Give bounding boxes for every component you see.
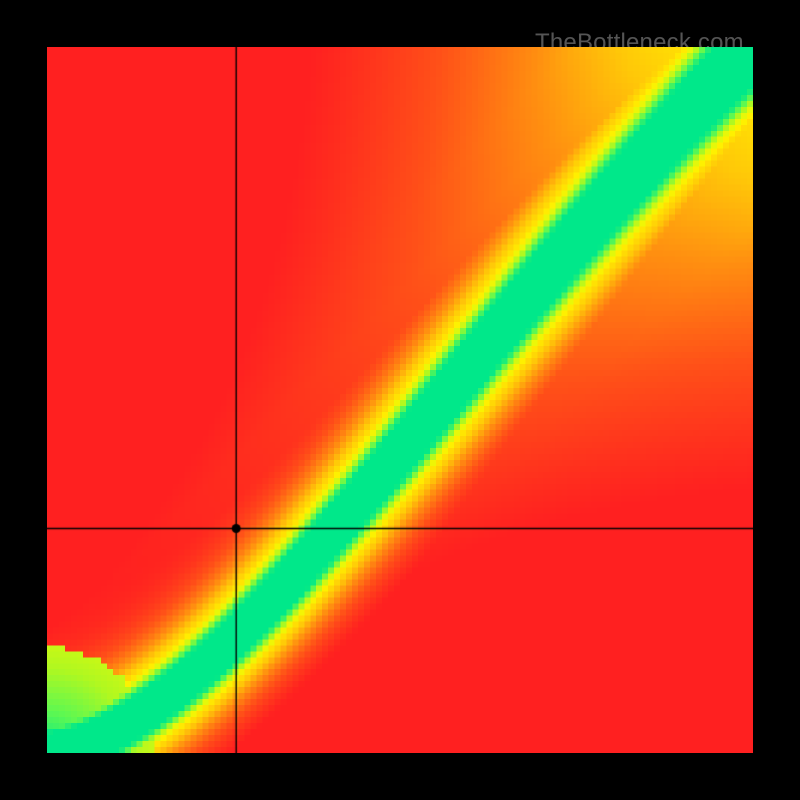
crosshair-overlay (47, 47, 753, 753)
